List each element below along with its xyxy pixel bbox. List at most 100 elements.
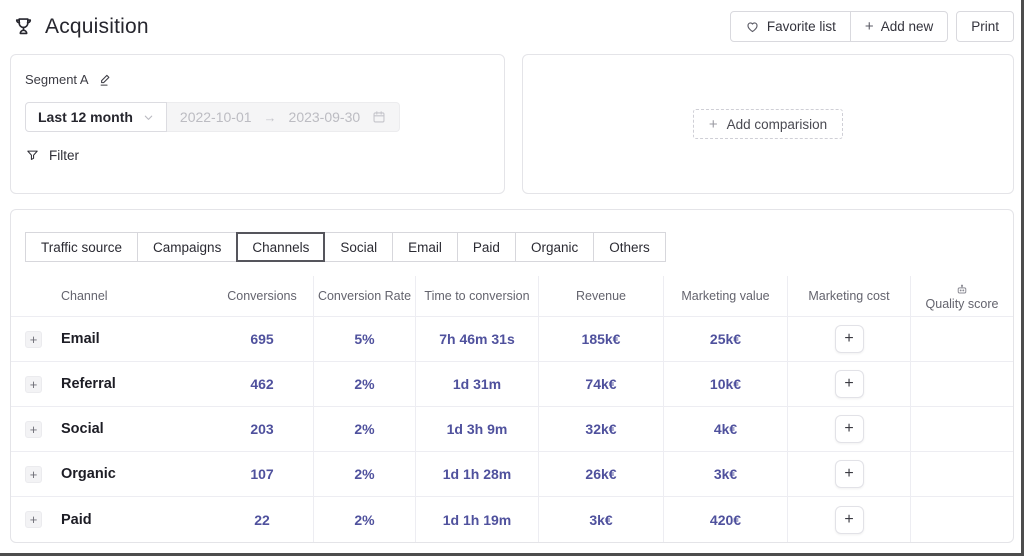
revenue-cell: 74k€ [538, 362, 663, 406]
print-label: Print [971, 19, 999, 34]
page-title: Acquisition [45, 14, 149, 38]
plus-icon: + [708, 115, 718, 133]
header-spacer [25, 276, 61, 316]
comparison-panel: + Add comparision [522, 54, 1014, 194]
column-header-marketing-value: Marketing value [663, 276, 787, 316]
quality-score-label: Quality score [925, 297, 999, 311]
conversion-rate-cell: 5% [313, 317, 415, 361]
table-row: + Social 203 2% 1d 3h 9m 32k€ 4k€ + [11, 407, 1013, 452]
conversions-cell: 695 [250, 331, 274, 347]
marketing-value-cell: 10k€ [663, 362, 787, 406]
expand-row-button[interactable]: + [25, 375, 42, 393]
add-marketing-cost-button[interactable]: + [834, 460, 864, 488]
conversions-cell: 203 [250, 421, 274, 437]
tab-channels[interactable]: Channels [236, 232, 326, 262]
favorite-list-label: Favorite list [766, 19, 836, 34]
time-to-conversion-cell: 1d 31m [415, 362, 538, 406]
channel-cell: Referral [61, 376, 116, 392]
channel-cell: Paid [61, 511, 92, 528]
column-header-conversions: Conversions [227, 289, 297, 303]
table-row: + Referral 462 2% 1d 31m 74k€ 10k€ + [11, 362, 1013, 407]
conversions-cell: 107 [250, 466, 274, 482]
revenue-cell: 26k€ [538, 452, 663, 496]
favorite-list-button[interactable]: Favorite list [729, 11, 851, 42]
panels-row: Segment A Last 12 month 2022-10-01 → 202… [10, 54, 1014, 194]
add-marketing-cost-button[interactable]: + [834, 415, 864, 443]
column-header-time-to-conversion: Time to conversion [415, 276, 538, 316]
title-wrap: Acquisition [12, 15, 149, 39]
tab-organic[interactable]: Organic [514, 232, 595, 262]
add-new-button[interactable]: + Add new [849, 11, 949, 42]
report-card: Traffic source Campaigns Channels Social… [10, 209, 1014, 543]
date-range-input[interactable]: 2022-10-01 → 2023-09-30 [166, 102, 401, 132]
tab-paid[interactable]: Paid [456, 232, 516, 262]
quality-score-cell [910, 407, 1013, 451]
table-header-row: Channel Conversions Conversion Rate Time… [11, 276, 1013, 317]
column-header-quality-score: Quality score [910, 276, 1013, 316]
print-button[interactable]: Print [956, 11, 1014, 42]
expand-cell: + [25, 452, 61, 496]
marketing-value-cell: 4k€ [663, 407, 787, 451]
add-new-label: Add new [880, 19, 934, 34]
expand-cell: + [25, 317, 61, 361]
segment-panel: Segment A Last 12 month 2022-10-01 → 202… [10, 54, 505, 194]
trophy-icon [12, 15, 35, 38]
expand-row-button[interactable]: + [25, 511, 42, 528]
marketing-value-cell: 3k€ [663, 452, 787, 496]
segment-name: Segment A [25, 72, 89, 87]
report-tabs: Traffic source Campaigns Channels Social… [25, 232, 1013, 262]
segment-title-row: Segment A [25, 72, 490, 87]
time-to-conversion-cell: 1d 1h 19m [415, 497, 538, 542]
time-to-conversion-cell: 1d 3h 9m [415, 407, 538, 451]
table-row: + Organic 107 2% 1d 1h 28m 26k€ 3k€ + [11, 452, 1013, 497]
expand-row-button[interactable]: + [25, 420, 42, 438]
tab-others[interactable]: Others [593, 232, 666, 262]
revenue-cell: 32k€ [538, 407, 663, 451]
expand-cell: + [25, 407, 61, 451]
filter-label: Filter [49, 148, 79, 163]
add-comparison-button[interactable]: + Add comparision [692, 109, 844, 139]
screen-edge-right [1021, 0, 1024, 556]
heart-icon [745, 19, 760, 34]
funnel-icon [25, 148, 40, 163]
arrow-right-icon: → [263, 109, 277, 125]
conversion-rate-cell: 2% [313, 362, 415, 406]
revenue-cell: 3k€ [538, 497, 663, 542]
date-controls: Last 12 month 2022-10-01 → 2023-09-30 [25, 102, 490, 132]
quality-score-cell [910, 317, 1013, 361]
chevron-down-icon [143, 112, 154, 123]
column-header-channel: Channel [61, 289, 108, 303]
marketing-cost-cell: + [787, 317, 910, 361]
marketing-value-cell: 420€ [663, 497, 787, 542]
tab-traffic-source[interactable]: Traffic source [25, 232, 139, 262]
filter-button[interactable]: Filter [25, 148, 490, 163]
add-marketing-cost-button[interactable]: + [834, 370, 864, 398]
add-marketing-cost-button[interactable]: + [834, 505, 864, 534]
expand-cell: + [25, 497, 61, 542]
tab-social[interactable]: Social [324, 232, 394, 262]
tab-campaigns[interactable]: Campaigns [137, 232, 238, 262]
quality-score-cell [910, 452, 1013, 496]
channel-cell: Email [61, 331, 100, 347]
table-row: + Paid 22 2% 1d 1h 19m 3k€ 420€ + [11, 497, 1013, 542]
calendar-icon [372, 110, 386, 124]
time-to-conversion-cell: 1d 1h 28m [415, 452, 538, 496]
expand-row-button[interactable]: + [25, 465, 42, 483]
period-dropdown-value: Last 12 month [38, 109, 133, 125]
marketing-cost-cell: + [787, 497, 910, 542]
period-dropdown[interactable]: Last 12 month [25, 102, 167, 132]
edit-pencil-icon[interactable] [98, 72, 113, 87]
revenue-cell: 185k€ [538, 317, 663, 361]
time-to-conversion-cell: 7h 46m 31s [415, 317, 538, 361]
tab-email[interactable]: Email [392, 232, 458, 262]
header-actions: Favorite list + Add new Print [729, 11, 1014, 42]
add-marketing-cost-button[interactable]: + [834, 325, 864, 353]
conversions-cell: 462 [250, 376, 274, 392]
marketing-cost-cell: + [787, 362, 910, 406]
expand-row-button[interactable]: + [25, 330, 42, 348]
robot-icon [955, 283, 969, 296]
conversion-rate-cell: 2% [313, 452, 415, 496]
plus-icon: + [864, 18, 874, 35]
column-header-marketing-cost: Marketing cost [787, 276, 910, 316]
add-comparison-label: Add comparision [726, 116, 828, 132]
